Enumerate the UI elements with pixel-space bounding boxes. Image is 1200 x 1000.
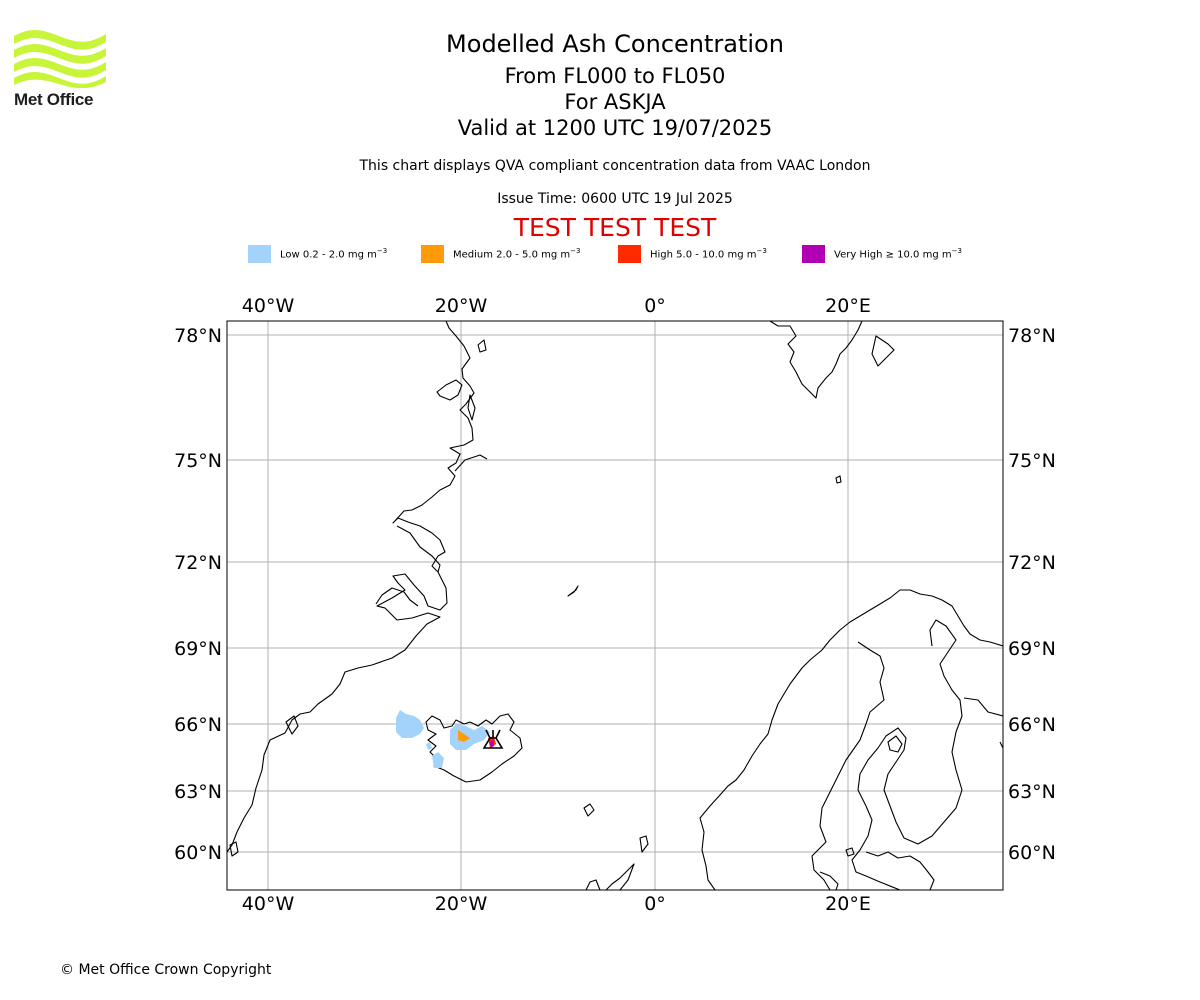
greenland-fjord-2 xyxy=(375,587,419,607)
ash-very-high xyxy=(490,740,494,748)
legend-swatch-high xyxy=(618,245,641,263)
lat-label-left-60n: 60°N xyxy=(174,842,222,864)
lat-label-right-72n: 72°N xyxy=(1008,552,1056,574)
logo-text: Met Office xyxy=(14,90,94,109)
norway-south xyxy=(819,871,839,890)
qva-note: This chart displays QVA compliant concen… xyxy=(359,158,871,174)
lat-label-right-78n: 78°N xyxy=(1008,325,1056,347)
volcano-plume-lines xyxy=(485,729,501,739)
greenland-island-1 xyxy=(436,379,463,401)
lat-label-left-69n: 69°N xyxy=(174,638,222,660)
svalbard xyxy=(769,321,863,399)
lat-label-left-78n: 78°N xyxy=(174,325,222,347)
test-banner: TEST TEST TEST xyxy=(513,213,717,242)
scotland-coast xyxy=(585,863,635,890)
sweden-finland-coast xyxy=(851,619,963,890)
issue-time: Issue Time: 0600 UTC 19 Jul 2025 xyxy=(497,191,733,207)
ash-low-south xyxy=(432,752,444,768)
legend-item-low: Low 0.2 - 2.0 mg m−3 xyxy=(248,244,387,264)
volcano-icon xyxy=(482,729,504,749)
chart-title: Modelled Ash Concentration xyxy=(446,30,784,58)
subtitle-volcano: For ASKJA xyxy=(564,90,666,114)
bear-island xyxy=(835,475,842,484)
legend-label-very-high: Very High ≥ 10.0 mg m−3 xyxy=(834,247,962,261)
aland xyxy=(845,847,855,857)
iceland-coast xyxy=(425,713,523,783)
lat-label-right-60n: 60°N xyxy=(1008,842,1056,864)
lon-label-bottom-20w: 20°W xyxy=(435,893,488,915)
sweden-norway-border xyxy=(811,641,885,890)
map-gridlines xyxy=(227,321,1003,890)
coastlines xyxy=(227,321,1003,890)
lon-label-bottom-20e: 20°E xyxy=(825,893,871,915)
greenland-island-3 xyxy=(477,339,487,353)
finland-south xyxy=(865,851,935,890)
legend-label-low: Low 0.2 - 2.0 mg m−3 xyxy=(280,247,388,261)
greenland-island-4 xyxy=(285,715,299,735)
lat-label-left-72n: 72°N xyxy=(174,552,222,574)
legend-swatch-medium xyxy=(421,245,444,263)
lon-label-top-0: 0° xyxy=(644,295,666,317)
subtitle-flight-levels: From FL000 to FL050 xyxy=(504,64,726,88)
lon-label-bottom-0: 0° xyxy=(644,893,666,915)
legend-item-medium: Medium 2.0 - 5.0 mg m−3 xyxy=(421,244,580,264)
ash-medium xyxy=(458,730,470,742)
lat-label-left-75n: 75°N xyxy=(174,450,222,472)
ash-plumes xyxy=(396,710,496,768)
legend-item-very-high: Very High ≥ 10.0 mg m−3 xyxy=(802,244,962,264)
lon-label-top-20w: 20°W xyxy=(435,295,488,317)
russia-coast xyxy=(963,697,1003,717)
lon-label-bottom-40w: 40°W xyxy=(242,893,295,915)
subtitle-valid-time: Valid at 1200 UTC 19/07/2025 xyxy=(457,116,773,140)
greenland-fjord-1 xyxy=(396,525,441,573)
ash-low-center xyxy=(450,724,490,750)
legend-label-high: High 5.0 - 10.0 mg m−3 xyxy=(650,247,767,261)
shetland xyxy=(639,835,649,853)
greenland-island-2 xyxy=(467,394,476,421)
legend-swatch-low xyxy=(248,245,271,263)
lat-label-right-66n: 66°N xyxy=(1008,714,1056,736)
greenland-island-5 xyxy=(229,841,239,857)
lon-label-top-20e: 20°E xyxy=(825,295,871,317)
lat-label-right-75n: 75°N xyxy=(1008,450,1056,472)
chart-subtitle: From FL000 to FL050 For ASKJA Valid at 1… xyxy=(315,63,915,141)
greenland-coast xyxy=(227,321,475,853)
met-office-wave-icon xyxy=(14,30,106,89)
lat-label-left-63n: 63°N xyxy=(174,781,222,803)
svalbard-east xyxy=(871,335,895,367)
sweden-lake xyxy=(887,735,903,753)
met-office-logo: Met Office xyxy=(14,30,109,112)
ash-low-west xyxy=(396,710,424,738)
map-frame xyxy=(226,320,1004,891)
greenland-fjord-3 xyxy=(454,454,488,472)
legend-swatch-very-high xyxy=(802,245,825,263)
lon-label-top-40w: 40°W xyxy=(242,295,295,317)
copyright: © Met Office Crown Copyright xyxy=(60,962,272,978)
jan-mayen xyxy=(567,585,579,597)
faroe-islands xyxy=(583,803,595,817)
legend-label-medium: Medium 2.0 - 5.0 mg m−3 xyxy=(453,247,581,261)
lat-label-right-69n: 69°N xyxy=(1008,638,1056,660)
legend-item-high: High 5.0 - 10.0 mg m−3 xyxy=(618,244,767,264)
lat-label-left-66n: 66°N xyxy=(174,714,222,736)
ash-low-speck xyxy=(426,742,432,750)
lat-label-right-63n: 63°N xyxy=(1008,781,1056,803)
norway-coast xyxy=(699,589,1003,890)
